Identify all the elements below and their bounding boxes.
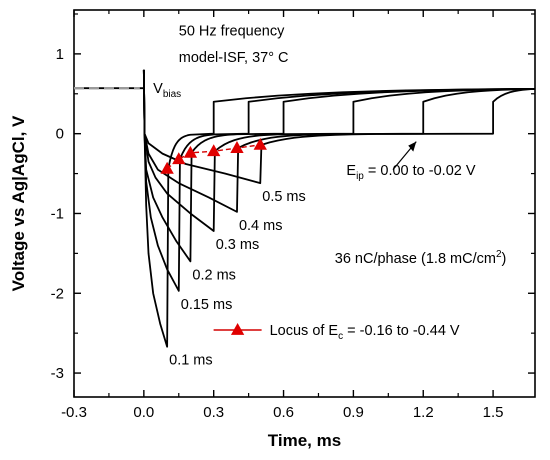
x-tick-label: 1.5 xyxy=(483,404,504,421)
locus-marker xyxy=(172,152,186,165)
legend-suffix: = -0.16 to -0.44 V xyxy=(343,323,460,339)
x-tick-label: 0.3 xyxy=(203,404,224,421)
charge-annotation: 36 nC/phase (1.8 mC/cm2) xyxy=(335,249,507,267)
vbias-main: V xyxy=(153,81,163,97)
vbias-sub: bias xyxy=(163,89,181,100)
pulse-width-label: 0.5 ms xyxy=(262,189,306,205)
legend-sub: c xyxy=(338,331,343,342)
x-tick-label: 0.9 xyxy=(343,404,364,421)
x-axis-ticks: -0.3 0.0 0.3 0.6 0.9 1.2 1.5 xyxy=(61,10,504,421)
legend-marker xyxy=(230,322,245,335)
trace-0.4ms xyxy=(142,69,536,213)
eip-label: Eip = 0.00 to -0.02 V xyxy=(346,163,475,182)
y-axis-title: Voltage vs Ag|AgCl, V xyxy=(9,115,28,291)
vbias-label: Vbias xyxy=(153,81,181,100)
charge-main: 36 nC/phase (1.8 mC/cm xyxy=(335,251,496,267)
x-tick-label: 1.2 xyxy=(413,404,434,421)
y-axis-ticks: 1 0 -1 -2 -3 xyxy=(51,13,535,382)
legend-prefix: Locus of E xyxy=(270,323,339,339)
locus-marker xyxy=(253,137,267,150)
y-tick-label: 1 xyxy=(56,46,64,63)
pulse-width-label: 0.3 ms xyxy=(216,237,260,253)
trace-0.3ms xyxy=(142,69,536,232)
legend-label: Locus of Ec = -0.16 to -0.44 V xyxy=(270,323,460,342)
locus-marker xyxy=(230,141,244,153)
locus-marker xyxy=(183,145,198,158)
charge-close: ) xyxy=(502,251,507,267)
locus-markers xyxy=(160,137,267,174)
x-tick-label: 0.6 xyxy=(273,404,294,421)
pulse-width-label: 0.15 ms xyxy=(181,297,233,313)
pulse-width-label: 0.2 ms xyxy=(192,267,236,283)
eip-arrow-head xyxy=(408,141,417,152)
x-tick-label: 0.0 xyxy=(133,404,154,421)
eip-sub: ip xyxy=(356,171,364,182)
x-axis-title: Time, ms xyxy=(268,431,341,450)
locus-marker xyxy=(160,161,174,174)
pulse-width-label: 0.4 ms xyxy=(239,218,283,234)
trace-0.15ms xyxy=(142,69,536,292)
eip-main: E xyxy=(346,163,356,179)
y-tick-label: 0 xyxy=(56,126,64,143)
pulse-width-labels: 0.1 ms 0.15 ms 0.2 ms 0.3 ms 0.4 ms 0.5 ms xyxy=(169,189,306,369)
plot-frame xyxy=(73,9,536,398)
pulse-width-label: 0.1 ms xyxy=(169,353,213,369)
y-tick-label: -2 xyxy=(51,285,64,302)
trace-0.5ms xyxy=(142,69,536,185)
eip-annotation: Eip = 0.00 to -0.02 V xyxy=(346,141,476,182)
y-tick-label: -3 xyxy=(51,365,64,382)
eip-rest: = 0.00 to -0.02 V xyxy=(364,163,476,179)
model-annotation: model-ISF, 37° C xyxy=(179,50,289,66)
legend: Locus of Ec = -0.16 to -0.44 V xyxy=(213,322,460,342)
charge-sup: 2 xyxy=(496,249,502,260)
frequency-annotation: 50 Hz frequency xyxy=(179,24,285,40)
voltage-traces xyxy=(74,69,536,348)
x-tick-label: -0.3 xyxy=(61,404,87,421)
locus-marker xyxy=(207,144,221,157)
trace-0.2ms xyxy=(142,69,536,263)
y-tick-label: -1 xyxy=(51,205,64,222)
